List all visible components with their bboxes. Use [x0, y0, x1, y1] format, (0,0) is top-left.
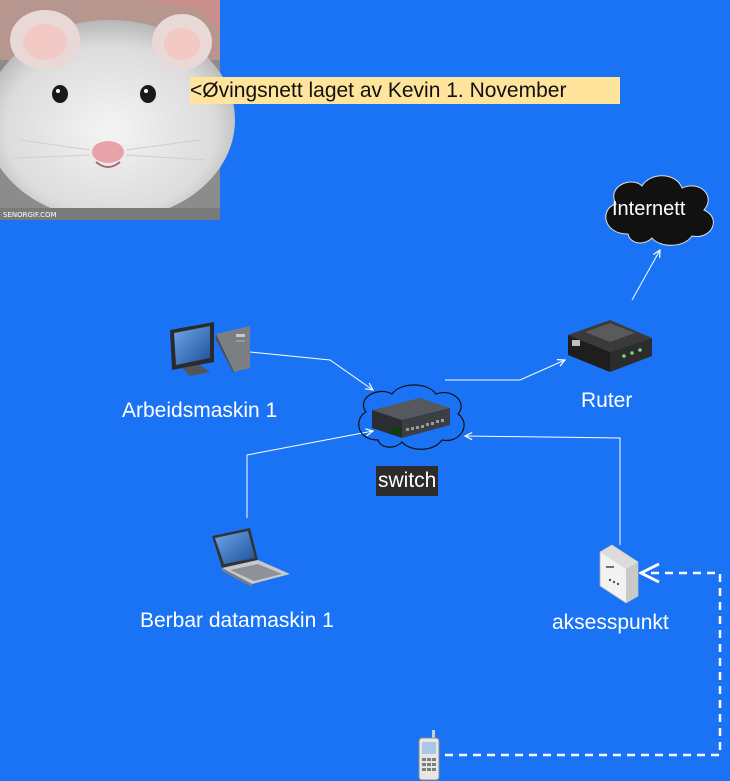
laptop-label: Berbar datamaskin 1 [140, 609, 334, 632]
network-switch-icon[interactable] [358, 384, 465, 450]
access-point-icon[interactable] [599, 544, 639, 604]
edge-workstation-switch [249, 351, 373, 390]
workstation-label: Arbeidsmaskin 1 [122, 399, 278, 422]
mobile-phone-icon[interactable] [418, 730, 440, 781]
edge-switch-router [445, 360, 565, 381]
internet-label: Internett [612, 198, 686, 220]
hamster-photo: SENORGIF.COM [0, 0, 235, 220]
edge-accesspoint-switch [465, 436, 621, 545]
edge-laptop-switch [246, 431, 373, 518]
photo-caption: SENORGIF.COM [3, 211, 57, 219]
cloud-icon[interactable] [605, 175, 714, 246]
router-icon[interactable] [568, 320, 652, 372]
access-point-label: aksesspunkt [552, 611, 669, 634]
connectors [246, 250, 722, 757]
edge-router-internet [631, 250, 660, 301]
edge-mobile-accesspoint [445, 573, 722, 757]
title-note: <Øvingsnett laget av Kevin 1. November [190, 77, 620, 104]
desktop-computer-icon[interactable] [170, 322, 250, 376]
laptop-icon[interactable] [212, 528, 290, 587]
switch-label: switch [376, 466, 439, 496]
router-label: Ruter [581, 389, 633, 412]
